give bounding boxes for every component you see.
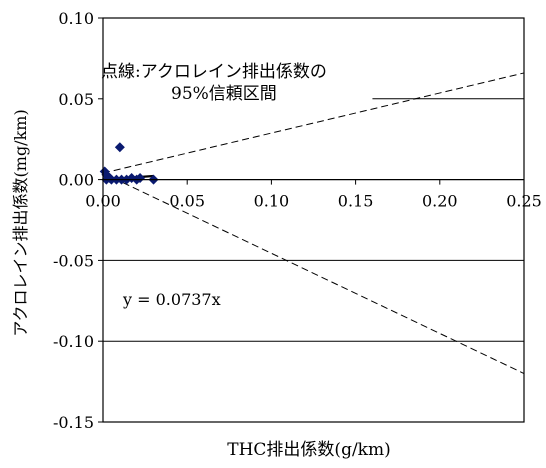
y-tick-label: -0.10 xyxy=(53,332,94,351)
annotation-line-1: 点線:アクロレイン排出係数の xyxy=(101,62,327,82)
regression-equation-label: y = 0.0737x xyxy=(122,290,221,309)
y-tick-label: -0.05 xyxy=(53,251,94,270)
confidence-band-upper xyxy=(103,73,524,173)
y-tick-label: 0.05 xyxy=(58,90,94,109)
data-point-marker xyxy=(115,142,125,152)
confidence-band-lower xyxy=(103,173,524,373)
x-tick-label: 0.05 xyxy=(169,192,205,211)
y-tick-label: -0.15 xyxy=(53,413,94,432)
y-axis-ticks: 0.10 0.05 0.00 -0.05 -0.10 -0.15 xyxy=(53,9,103,432)
x-tick-label: 0.15 xyxy=(338,192,374,211)
y-axis-label: アクロレイン排出係数(mg/km) xyxy=(11,109,30,336)
x-tick-label: 0.00 xyxy=(85,192,121,211)
x-tick-label: 0.10 xyxy=(254,192,290,211)
x-axis-label: THC排出係数(g/km) xyxy=(227,440,390,460)
y-tick-label: 0.00 xyxy=(58,171,94,190)
confidence-band xyxy=(103,73,524,374)
x-tick-label: 0.25 xyxy=(506,192,542,211)
x-tick-label: 0.20 xyxy=(422,192,458,211)
annotation-line-2: 95%信頼区間 xyxy=(171,84,277,104)
y-tick-label: 0.10 xyxy=(58,9,94,28)
data-points xyxy=(100,142,159,184)
